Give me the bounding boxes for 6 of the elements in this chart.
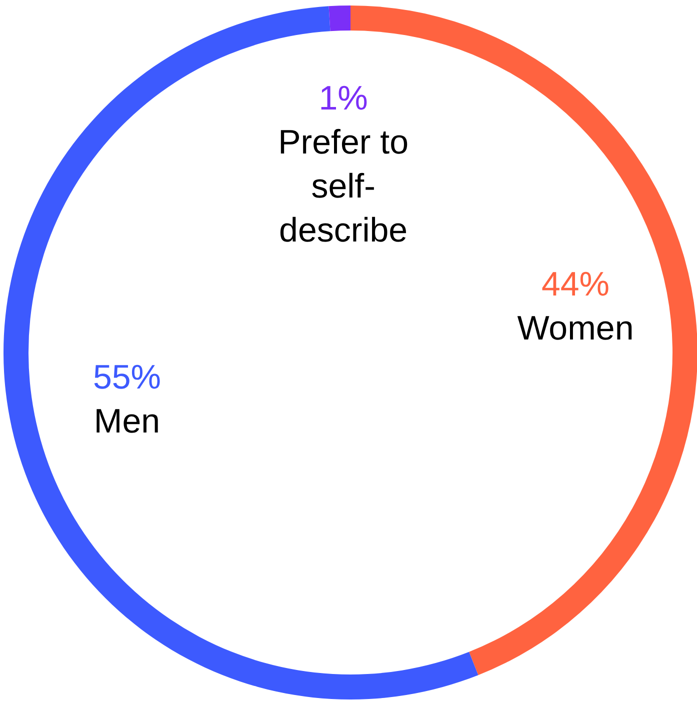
slice-label: Men	[94, 402, 160, 440]
slice-label: Prefer to self-describe	[278, 124, 409, 250]
slice-label: Women	[517, 310, 634, 348]
data-label: 1%	[318, 80, 368, 118]
data-label: 55%	[92, 358, 162, 396]
data-label: 44%	[541, 266, 610, 304]
